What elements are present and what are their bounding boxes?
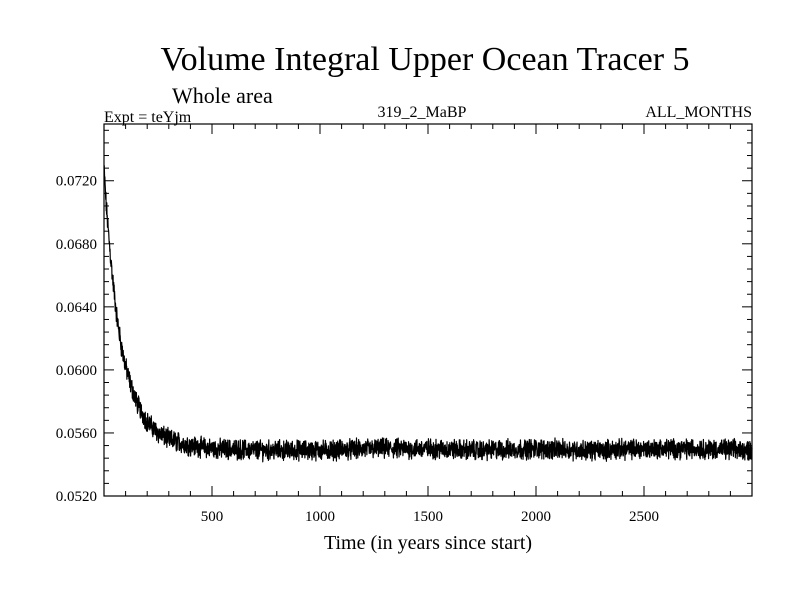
series-layer	[103, 165, 753, 463]
months-label: ALL_MONTHS	[645, 104, 752, 121]
experiment-label: Expt = teYjm	[104, 109, 192, 126]
y-tick-label: 0.0680	[56, 237, 97, 253]
y-tick-label: 0.0520	[56, 489, 97, 505]
chart-subtitle: Whole area	[172, 83, 273, 108]
x-tick-label: 2000	[521, 509, 551, 525]
axis-tick-labels: 500 1000 1500 2000 2500 0.0520 0.0560 0.0600 0.0…	[56, 174, 659, 525]
y-tick-label: 0.0560	[56, 426, 97, 442]
x-axis-label: Time (in years since start)	[324, 532, 532, 554]
x-tick-label: 2500	[629, 509, 659, 525]
run-id-label: 319_2_MaBP	[378, 104, 467, 121]
x-tick-label: 500	[201, 509, 224, 525]
series-line	[103, 165, 753, 463]
y-tick-label: 0.0600	[56, 363, 97, 379]
axis-ticks	[104, 124, 752, 497]
x-tick-label: 1500	[413, 509, 443, 525]
y-tick-label: 0.0720	[56, 174, 97, 190]
y-tick-label: 0.0640	[56, 300, 97, 316]
chart-title: Volume Integral Upper Ocean Tracer 5	[160, 41, 689, 78]
x-tick-label: 1000	[305, 509, 335, 525]
